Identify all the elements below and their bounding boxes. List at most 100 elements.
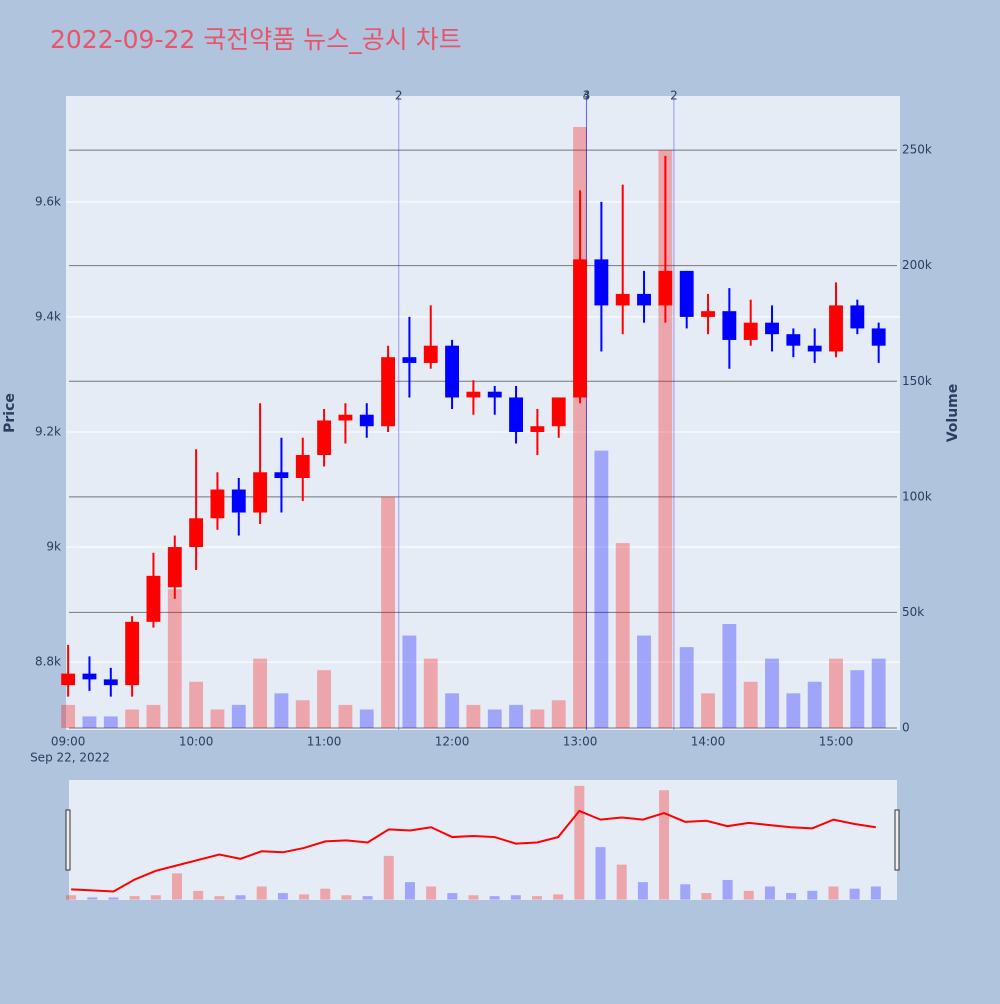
slider-handle[interactable] <box>65 809 71 871</box>
volume-bar <box>594 450 609 729</box>
candle-body <box>765 322 779 335</box>
slider-volume-bar <box>299 894 310 900</box>
range-slider <box>69 780 897 900</box>
volume-bar <box>359 709 374 729</box>
slider-volume-bar <box>341 895 352 900</box>
volume-bar <box>637 635 651 729</box>
slider-volume-bar <box>404 882 415 900</box>
slider-volume-bar <box>807 890 818 900</box>
candle-body <box>786 334 801 346</box>
candle-body <box>658 270 673 306</box>
volume-bar <box>231 704 246 729</box>
slider-volume-bar <box>150 895 161 900</box>
slider-volume-bar <box>828 886 839 900</box>
candle-body <box>317 420 332 455</box>
candle-body <box>487 391 502 398</box>
slider-volume-bar <box>489 896 500 900</box>
y2-axis-title: Volume <box>945 384 961 443</box>
candle-body <box>594 259 609 306</box>
volume-bar <box>423 658 438 729</box>
y-axis-title: Price <box>2 393 18 433</box>
x-axis-sublabel: Sep 22, 2022 <box>30 751 110 765</box>
volume-bar <box>167 589 182 729</box>
candle-body <box>146 575 161 622</box>
candle-body <box>167 547 182 588</box>
y2-tick-label: 250k <box>902 143 932 157</box>
candle-body <box>359 414 374 427</box>
volume-bar <box>317 670 332 729</box>
volume-bar <box>871 658 886 729</box>
slider-volume-bar <box>362 896 373 900</box>
slider-volume-bar <box>786 893 797 900</box>
slider-volume-bar <box>193 890 204 900</box>
volume-bar <box>786 693 801 729</box>
volume-bar <box>253 658 268 729</box>
volume-bar <box>466 704 481 729</box>
slider-volume-bar <box>849 888 860 900</box>
slider-volume-bar <box>870 886 881 900</box>
candle-body <box>530 426 545 432</box>
volume-bar <box>274 693 289 729</box>
candle-body <box>253 472 268 513</box>
annotation-label: 2 <box>395 89 403 103</box>
candle-body <box>82 673 97 680</box>
volume-bar <box>445 693 460 729</box>
slider-volume-bar <box>108 897 119 900</box>
candle-body <box>679 270 694 317</box>
volume-bar <box>210 709 225 729</box>
x-tick-label: 14:00 <box>691 735 726 749</box>
slider-volume-bar <box>256 886 267 900</box>
slider-volume-bar <box>701 893 712 900</box>
slider-handle[interactable] <box>894 809 900 871</box>
slider-volume-bar <box>764 886 775 900</box>
candle-body <box>701 311 715 317</box>
volume-bar <box>82 716 97 729</box>
slider-volume-bar <box>87 897 98 900</box>
slider-volume-bar <box>743 890 754 900</box>
slider-volume-bar <box>66 895 77 900</box>
x-tick-label: 10:00 <box>179 735 214 749</box>
volume-bar <box>189 681 204 729</box>
slider-volume-bar <box>510 895 521 900</box>
annotation-label: 2 <box>670 89 678 103</box>
volume-bar <box>701 693 715 729</box>
candle-body <box>125 621 140 686</box>
volume-bar <box>679 647 694 729</box>
slider-volume-bar <box>320 888 331 900</box>
volume-bar <box>615 543 630 729</box>
volume-bar <box>338 704 353 729</box>
slider-price-line <box>71 809 876 893</box>
candle-body <box>295 454 310 479</box>
slider-volume-bar <box>383 855 394 900</box>
y-tick-label: 9.2k <box>35 424 61 438</box>
slider-volume-bar <box>659 790 670 900</box>
slider-volume-bar <box>532 896 542 900</box>
slider-volume-bar <box>277 893 288 900</box>
slider-volume-bar <box>680 884 691 900</box>
candle-body <box>423 345 438 363</box>
x-tick-label: 13:00 <box>563 735 598 749</box>
candle-body <box>615 293 630 306</box>
slider-volume-bar <box>722 879 733 900</box>
volume-bar <box>509 704 523 729</box>
slider-volume-bar <box>426 886 437 900</box>
y2-tick-label: 50k <box>902 605 924 619</box>
slider-volume-bar <box>553 894 564 900</box>
candle-body <box>829 305 843 352</box>
candle-body <box>381 357 396 427</box>
candle-body <box>509 397 523 432</box>
annotation-label: 4 <box>583 89 591 103</box>
y-tick-label: 9k <box>46 540 61 554</box>
candle-body <box>850 305 865 329</box>
slider-volume-bar <box>616 864 627 900</box>
candle-body <box>466 391 481 398</box>
volume-bar <box>103 716 118 729</box>
volume-bar <box>743 681 758 729</box>
slider-volume-bar <box>214 896 225 900</box>
volume-bar <box>146 704 161 729</box>
slider-volume-bar <box>172 873 182 900</box>
candle-body <box>573 259 587 398</box>
candle-body <box>103 679 118 686</box>
volume-bar <box>850 670 865 729</box>
